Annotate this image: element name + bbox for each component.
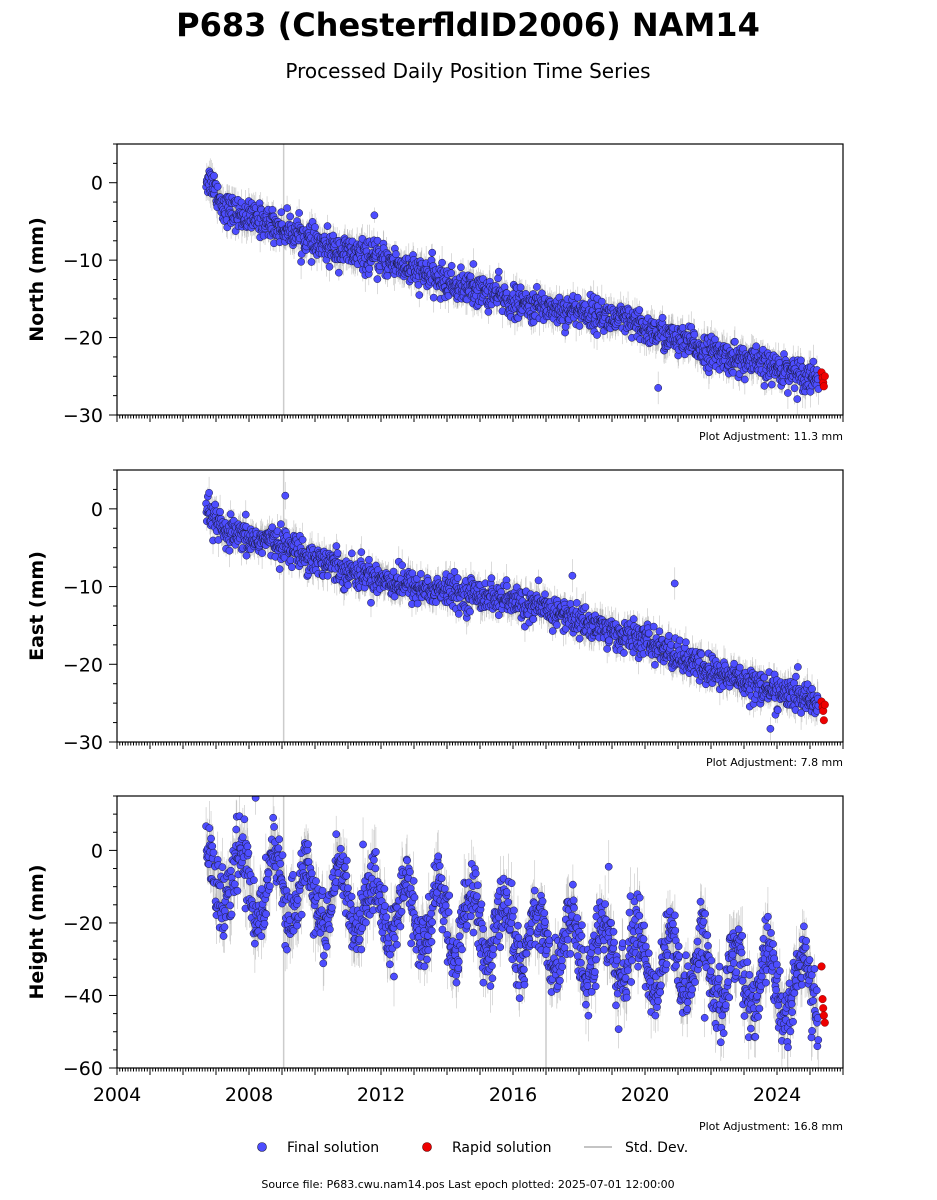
figure-title: P683 (ChesterfldID2006) NAM14 <box>176 6 760 44</box>
final-point <box>593 331 601 339</box>
final-point <box>447 261 456 270</box>
final-point <box>241 510 250 519</box>
final-point <box>731 337 739 346</box>
final-point <box>286 212 295 221</box>
final-point <box>797 356 805 365</box>
final-point <box>225 546 234 555</box>
y-tick-label: −30 <box>63 405 103 427</box>
plot-adjustment-label: Plot Adjustment: 11.3 mm <box>699 430 843 443</box>
final-point <box>268 523 277 532</box>
final-point <box>335 268 343 277</box>
final-point <box>307 258 316 266</box>
y-ticks: 0 −10 −20 −30 <box>63 143 117 427</box>
final-point <box>533 283 541 291</box>
final-point <box>414 281 423 289</box>
final-point <box>457 263 465 272</box>
final-point <box>494 267 503 276</box>
final-point <box>658 313 667 322</box>
final-point <box>428 248 437 257</box>
final-point <box>297 257 305 266</box>
final-point <box>370 211 379 220</box>
final-point <box>767 380 776 389</box>
final-point <box>438 258 446 267</box>
final-point <box>784 389 792 397</box>
final-point <box>213 182 222 191</box>
y-tick-label: −10 <box>63 250 103 272</box>
final-point <box>268 205 277 214</box>
final-point <box>373 275 382 283</box>
final-point <box>484 307 493 316</box>
final-point <box>575 322 584 330</box>
final-point <box>211 500 220 509</box>
final-point <box>752 342 761 351</box>
final-point <box>323 222 332 230</box>
final-point <box>258 549 266 557</box>
final-point <box>469 260 478 268</box>
final-point <box>429 293 438 302</box>
final-point <box>573 293 582 302</box>
final-point <box>283 204 291 212</box>
final-point <box>760 381 769 390</box>
final-point <box>205 488 213 497</box>
final-point <box>740 375 749 384</box>
final-point <box>214 536 223 544</box>
north-panel: 0 −10 −20 −30 North (mm) Plot Adjustment: 11.… <box>26 143 844 443</box>
final-points <box>202 167 823 403</box>
final-point <box>216 508 224 516</box>
figure-subtitle: Processed Daily Position Time Series <box>285 59 650 83</box>
final-point <box>392 250 400 259</box>
final-point <box>415 291 424 299</box>
final-point <box>654 384 663 392</box>
final-point <box>793 395 802 403</box>
final-point <box>365 264 374 273</box>
final-point <box>311 223 319 232</box>
final-point <box>295 209 303 217</box>
final-point <box>210 171 218 180</box>
y-tick-label: −20 <box>63 328 103 350</box>
final-point <box>277 208 286 217</box>
rapid-point <box>819 382 828 391</box>
plot-area <box>202 470 829 742</box>
x-ticks <box>116 415 844 422</box>
final-points <box>202 488 823 733</box>
y-tick-label: 0 <box>91 173 103 195</box>
rapid-point <box>820 372 829 381</box>
final-point <box>242 551 251 560</box>
final-point <box>494 274 502 283</box>
final-point <box>597 297 606 306</box>
final-point <box>226 510 235 519</box>
final-point <box>447 269 456 278</box>
final-point <box>466 272 475 281</box>
final-point <box>516 283 525 292</box>
final-point <box>383 271 392 280</box>
final-point <box>635 306 644 314</box>
final-point <box>690 330 699 339</box>
plot-area <box>202 144 829 415</box>
y-axis-label: North (mm) <box>26 217 48 342</box>
rapid-points <box>817 368 829 391</box>
final-point <box>325 262 334 271</box>
final-point <box>790 384 799 393</box>
final-point <box>809 357 818 366</box>
